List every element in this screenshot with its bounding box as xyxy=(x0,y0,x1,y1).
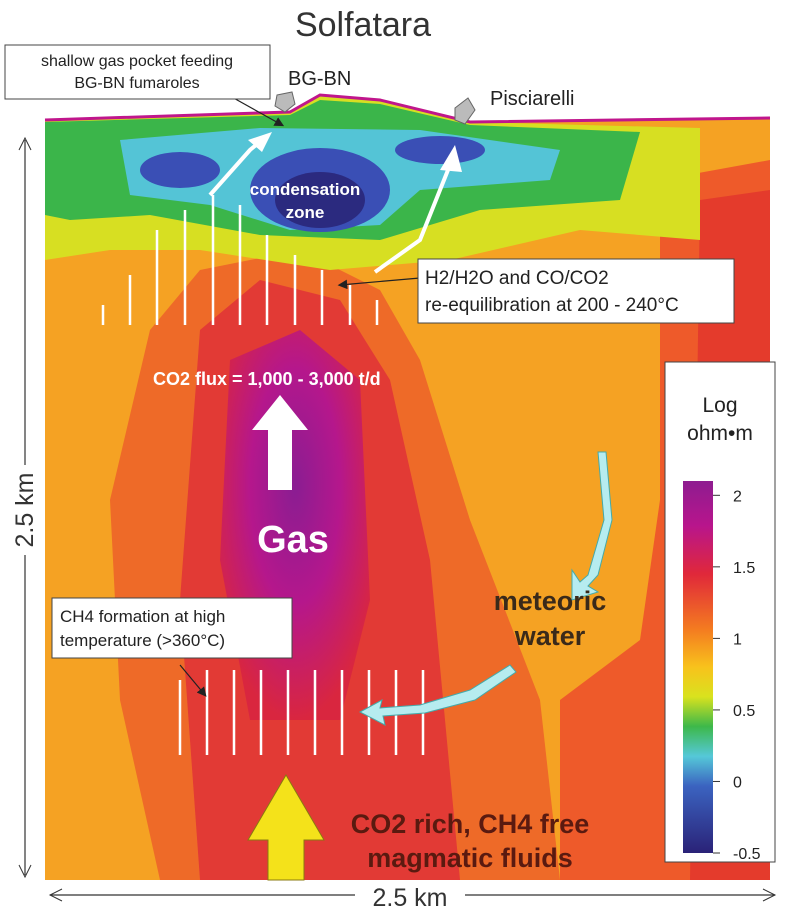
colorbar: Log ohm•m 2 1.5 1 0.5 0 -0.5 xyxy=(665,362,775,863)
colorbar-tick-label: -0.5 xyxy=(733,846,761,863)
colorbar-tick-label: 0.5 xyxy=(733,703,755,720)
label: Gas xyxy=(257,519,329,561)
label: temperature (>360°C) xyxy=(60,631,225,650)
title: Solfatara xyxy=(295,6,431,44)
label: re-equilibration at 200 - 240°C xyxy=(425,295,679,316)
colorbar-tick-label: 2 xyxy=(733,488,742,505)
label: condensation xyxy=(250,180,361,199)
depth-label: 2.5 km xyxy=(11,472,39,547)
colorbar-title: Log xyxy=(702,394,737,417)
width-label: 2.5 km xyxy=(372,884,447,912)
colorbar-tick-label: 1 xyxy=(733,631,742,648)
colorbar-gradient xyxy=(683,481,713,853)
label: shallow gas pocket feeding xyxy=(41,53,233,70)
colorbar-title: ohm•m xyxy=(687,422,753,445)
resistivity-section xyxy=(45,95,770,880)
label: Pisciarelli xyxy=(490,88,574,110)
label: CH4 formation at high xyxy=(60,607,225,626)
label: magmatic fluids xyxy=(367,843,573,873)
label: BG-BN xyxy=(288,68,351,90)
label: meteoric xyxy=(494,586,607,616)
figure: Solfatara shallow gas pocket feeding BG-… xyxy=(0,0,787,913)
label: BG-BN fumaroles xyxy=(74,75,199,92)
label: water xyxy=(514,621,586,651)
colorbar-tick-label: 0 xyxy=(733,774,742,791)
colorbar-tick-label: 1.5 xyxy=(733,560,755,577)
label: H2/H2O and CO/CO2 xyxy=(425,268,609,289)
label: zone xyxy=(286,203,325,222)
label: CO2 flux = 1,000 - 3,000 t/d xyxy=(153,369,381,389)
label: CO2 rich, CH4 free xyxy=(351,809,590,839)
